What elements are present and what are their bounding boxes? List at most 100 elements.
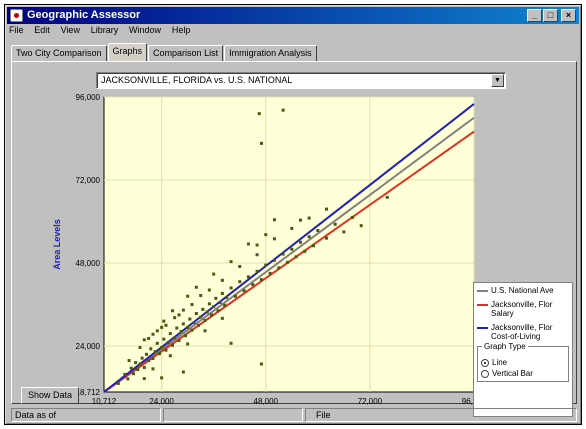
- data-point: [229, 341, 233, 345]
- data-point: [203, 318, 207, 322]
- data-point: [220, 316, 224, 320]
- data-point: [272, 237, 276, 241]
- data-point: [216, 309, 220, 313]
- tab-comparison-list[interactable]: Comparison List: [148, 45, 224, 61]
- tab-two-city-comparison[interactable]: Two City Comparison: [11, 45, 107, 61]
- data-point: [162, 337, 166, 341]
- data-point: [186, 294, 190, 298]
- data-point: [151, 356, 155, 360]
- data-point: [173, 316, 177, 320]
- data-point: [142, 377, 146, 381]
- menu-library[interactable]: Library: [90, 25, 119, 35]
- data-point: [277, 266, 281, 270]
- data-point: [223, 303, 227, 307]
- data-point: [160, 325, 164, 329]
- data-point: [246, 242, 250, 246]
- data-point: [290, 247, 294, 251]
- menu-view[interactable]: View: [60, 25, 80, 35]
- menu-file[interactable]: File: [9, 25, 24, 35]
- data-point: [220, 278, 224, 282]
- data-point: [264, 263, 268, 267]
- series-line-0: [103, 116, 475, 393]
- graph-type-group: Graph Type Line Vertical Bar: [477, 342, 569, 382]
- data-point: [316, 229, 320, 233]
- legend-item-cost-of-living: Jacksonville, Flor Cost-of-Living: [477, 323, 569, 341]
- radio-line[interactable]: [481, 358, 489, 367]
- data-point: [199, 315, 203, 319]
- data-point: [190, 303, 194, 307]
- legend-item-salary: Jacksonville, Flor Salary: [477, 300, 569, 318]
- data-point: [194, 312, 198, 316]
- close-button[interactable]: ×: [561, 9, 576, 22]
- data-point: [238, 280, 242, 284]
- graph-type-bar-option[interactable]: Vertical Bar: [481, 369, 565, 378]
- data-point: [255, 253, 259, 257]
- data-point: [126, 377, 130, 381]
- data-point: [264, 233, 268, 237]
- data-point: [201, 307, 205, 311]
- y-tick-label: 18,712: [76, 388, 101, 397]
- comparison-select[interactable]: JACKSONVILLE, FLORIDA vs. U.S. NATIONAL …: [96, 72, 506, 89]
- data-point: [134, 361, 138, 365]
- data-point: [233, 294, 237, 298]
- data-point: [351, 215, 355, 219]
- tab-graphs[interactable]: Graphs: [107, 43, 148, 61]
- y-tick-label: 96,000: [76, 93, 101, 102]
- data-point: [116, 381, 120, 385]
- data-point: [151, 367, 155, 371]
- comparison-select-value: JACKSONVILLE, FLORIDA vs. U.S. NATIONAL: [101, 75, 293, 85]
- data-point: [220, 291, 224, 295]
- x-tick-label: 72,000: [358, 397, 383, 405]
- data-point: [129, 366, 133, 370]
- data-point: [127, 359, 131, 363]
- data-point: [281, 252, 285, 256]
- radio-vertical-bar-label: Vertical Bar: [492, 369, 533, 378]
- data-point: [307, 235, 311, 239]
- data-point: [123, 372, 127, 376]
- data-point: [192, 321, 196, 325]
- window-title: Geographic Assessor: [27, 9, 141, 21]
- y-axis-title: Area Levels: [52, 219, 62, 270]
- legend-label-salary: Jacksonville, Flor Salary: [491, 300, 553, 318]
- chevron-down-icon[interactable]: ▼: [491, 74, 504, 87]
- data-point: [157, 352, 161, 356]
- data-point: [281, 108, 285, 112]
- data-point: [138, 345, 142, 349]
- data-point: [170, 343, 174, 347]
- show-data-button[interactable]: Show Data: [21, 387, 79, 404]
- data-point: [147, 336, 151, 340]
- data-point: [333, 222, 337, 226]
- minimize-button[interactable]: _: [527, 9, 542, 22]
- menu-edit[interactable]: Edit: [34, 25, 50, 35]
- app-icon[interactable]: [10, 9, 23, 22]
- data-point: [257, 112, 261, 116]
- tab-immigration-analysis[interactable]: Immigration Analysis: [224, 45, 317, 61]
- title-bar[interactable]: Geographic Assessor _ □ ×: [7, 7, 579, 24]
- data-point: [311, 244, 315, 248]
- maximize-button[interactable]: □: [543, 9, 558, 22]
- data-point: [168, 332, 172, 336]
- data-point: [140, 356, 144, 360]
- legend-swatch-salary: [477, 304, 488, 306]
- data-point: [324, 236, 328, 240]
- data-point: [212, 272, 216, 276]
- data-point: [238, 264, 242, 268]
- data-point: [290, 226, 294, 230]
- data-point: [138, 362, 142, 366]
- data-point: [186, 325, 190, 329]
- data-point: [155, 329, 159, 333]
- data-point: [307, 216, 311, 220]
- x-tick-label: 48,000: [254, 397, 279, 405]
- data-point: [186, 342, 190, 346]
- data-point: [184, 334, 188, 338]
- data-point: [164, 348, 168, 352]
- radio-vertical-bar[interactable]: [481, 369, 489, 378]
- data-point: [342, 230, 346, 234]
- graph-type-line-option[interactable]: Line: [481, 358, 565, 367]
- data-point: [207, 302, 211, 306]
- menu-window[interactable]: Window: [129, 25, 162, 35]
- menu-help[interactable]: Help: [171, 25, 191, 35]
- graph-panel: JACKSONVILLE, FLORIDA vs. U.S. NATIONAL …: [11, 61, 577, 417]
- data-point: [229, 260, 233, 264]
- y-tick-label: 72,000: [76, 176, 101, 185]
